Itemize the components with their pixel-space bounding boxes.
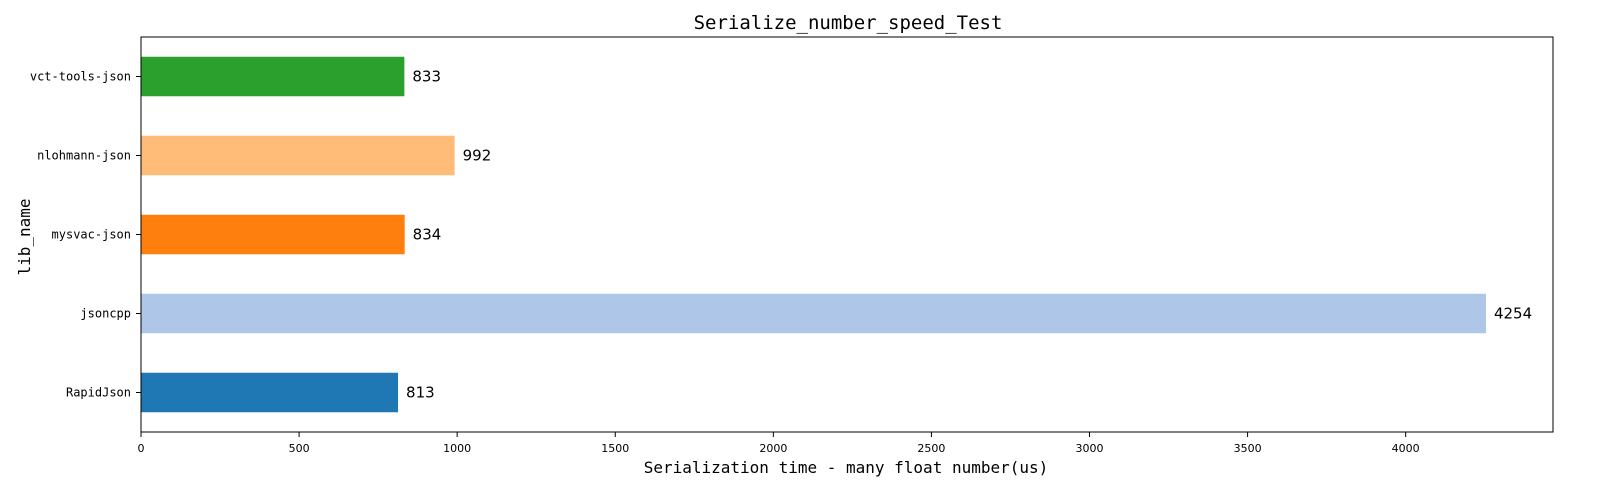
x-tick-label: 0 xyxy=(138,442,145,455)
y-tick-label: jsoncpp xyxy=(80,307,131,321)
chart-title: Serialize_number_speed_Test xyxy=(694,12,1003,34)
data-label: 834 xyxy=(413,226,442,244)
x-tick-label: 2500 xyxy=(917,442,945,455)
x-tick-label: 4000 xyxy=(1392,442,1420,455)
x-tick-label: 3500 xyxy=(1234,442,1262,455)
x-tick-label: 1000 xyxy=(443,442,471,455)
x-tick-label: 2000 xyxy=(759,442,787,455)
data-label: 813 xyxy=(406,384,435,402)
x-tick-label: 1500 xyxy=(601,442,629,455)
y-tick-label: vct-tools-json xyxy=(30,70,131,84)
bar-jsoncpp xyxy=(141,293,1486,334)
y-tick-label: mysvac-json xyxy=(52,228,131,242)
bar-mysvac-json xyxy=(141,214,405,255)
x-tick-label: 3000 xyxy=(1075,442,1103,455)
bar-vct-tools-json xyxy=(141,56,405,97)
x-tick-label: 500 xyxy=(289,442,310,455)
x-axis-label: Serialization time - many float number(u… xyxy=(644,458,1049,477)
data-label: 4254 xyxy=(1494,305,1532,323)
bar-nlohmann-json xyxy=(141,135,455,176)
data-label: 833 xyxy=(412,68,441,86)
y-tick-label: RapidJson xyxy=(66,386,131,400)
y-axis-label: lib_name xyxy=(15,198,34,275)
y-tick-label: nlohmann-json xyxy=(37,149,131,163)
bar-rapidjson xyxy=(141,372,399,413)
data-label: 992 xyxy=(463,147,492,165)
